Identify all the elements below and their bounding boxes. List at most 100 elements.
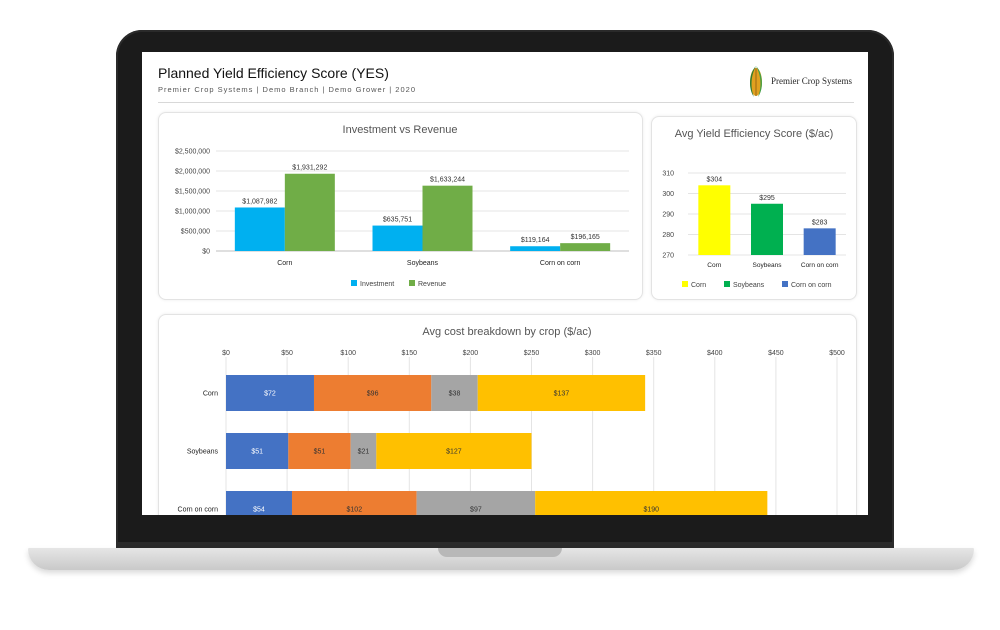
x-tick-label: $100 — [340, 350, 356, 357]
data-label: $1,633,244 — [430, 177, 465, 184]
cost-segment — [431, 375, 478, 411]
data-label: $96 — [367, 391, 379, 398]
category-label: Corn — [707, 262, 721, 269]
cost-segment — [416, 491, 536, 515]
data-label: $21 — [358, 449, 370, 456]
bar-revenue — [284, 173, 335, 251]
y-tick-label: $500,000 — [181, 229, 210, 236]
category-label: Soybeans — [187, 449, 219, 456]
y-tick-label: $1,000,000 — [175, 209, 210, 216]
cost-segment — [226, 433, 289, 469]
x-tick-label: $350 — [646, 350, 662, 357]
legend-label: Soybeans — [733, 282, 765, 289]
header-divider — [158, 102, 854, 103]
y-tick-label: $2,500,000 — [175, 149, 210, 156]
chart-title: Investment vs Revenue — [343, 124, 458, 136]
dashboard-screen: Planned Yield Efficiency Score (YES) Pre… — [142, 52, 868, 515]
cost-segment — [226, 491, 292, 515]
y-tick-label: 290 — [662, 212, 674, 219]
investment-revenue-panel: Investment vs Revenue $0 $500,000 $1,000,00… — [158, 112, 643, 300]
cost-breakdown-chart: Avg cost breakdown by crop ($/ac) $0 $50 $1… — [178, 326, 845, 515]
data-label: $1,931,292 — [292, 165, 327, 172]
category-label: Corn on corn — [178, 507, 219, 514]
x-tick-label: $300 — [585, 350, 601, 357]
data-label: $190 — [643, 507, 659, 514]
chart-title: Avg Yield Efficiency Score ($/ac) — [675, 128, 834, 140]
legend-label: Corn — [691, 282, 706, 289]
page-title: Planned Yield Efficiency Score (YES) — [158, 65, 389, 81]
bar-investment — [372, 225, 423, 251]
bar-revenue — [422, 185, 473, 251]
y-tick-label: $0 — [202, 249, 210, 256]
category-label: Corn — [277, 260, 292, 267]
y-tick-label: 300 — [662, 191, 674, 198]
x-tick-label: $400 — [707, 350, 723, 357]
legend-label: Revenue — [418, 281, 446, 288]
x-tick-label: $500 — [829, 350, 845, 357]
legend-swatch — [409, 280, 415, 286]
x-tick-label: $50 — [281, 350, 293, 357]
logo-text: Premier Crop Systems — [771, 76, 852, 86]
bar-corn-on-corn — [803, 228, 836, 255]
category-label: Corn — [203, 391, 218, 398]
bar-corn — [698, 185, 731, 255]
company-logo: Premier Crop Systems — [745, 63, 852, 99]
data-label: $51 — [251, 449, 263, 456]
cost-breakdown-panel: Avg cost breakdown by crop ($/ac) $0 $50 $1… — [158, 314, 857, 515]
legend-swatch — [724, 281, 730, 287]
category-label: Corn on corn — [540, 260, 581, 267]
legend-swatch — [351, 280, 357, 286]
data-label: $38 — [449, 391, 461, 398]
cost-segment — [535, 491, 768, 515]
data-label: $119,164 — [521, 237, 550, 244]
category-label: Soybeans — [407, 260, 439, 267]
data-label: $127 — [446, 449, 462, 456]
data-label: $283 — [812, 219, 828, 226]
cost-segment — [350, 433, 377, 469]
data-label: $635,751 — [383, 217, 412, 224]
laptop-notch — [438, 548, 562, 557]
legend-label: Investment — [360, 281, 394, 288]
laptop-base — [28, 548, 974, 570]
yield-efficiency-panel: Avg Yield Efficiency Score ($/ac) 270 280 2… — [651, 116, 857, 300]
cost-segment — [313, 375, 432, 411]
yield-efficiency-chart: Avg Yield Efficiency Score ($/ac) 270 280 2… — [662, 128, 846, 289]
cost-segment — [291, 491, 417, 515]
data-label: $304 — [707, 176, 723, 183]
y-tick-label: 270 — [662, 253, 674, 260]
page-subtitle: Premier Crop Systems | Demo Branch | Dem… — [158, 85, 416, 94]
data-label: $196,165 — [571, 234, 600, 241]
data-label: $1,087,982 — [242, 198, 277, 205]
data-label: $295 — [759, 195, 775, 202]
bar-investment — [234, 207, 285, 251]
data-label: $54 — [253, 507, 265, 514]
data-label: $72 — [264, 391, 276, 398]
investment-revenue-chart: Investment vs Revenue $0 $500,000 $1,000,00… — [175, 124, 629, 288]
data-label: $97 — [470, 507, 482, 514]
x-tick-label: $150 — [402, 350, 418, 357]
cost-segment — [477, 375, 646, 411]
laptop-hinge — [116, 542, 894, 550]
bar-revenue — [560, 243, 611, 251]
cost-segment — [376, 433, 532, 469]
category-label: Corn on corn — [801, 262, 839, 269]
y-tick-label: 280 — [662, 232, 674, 239]
legend-swatch — [682, 281, 688, 287]
legend-label: Corn on corn — [791, 282, 832, 289]
corn-logo-icon — [750, 66, 762, 97]
x-tick-label: $450 — [768, 350, 784, 357]
y-tick-label: $1,500,000 — [175, 189, 210, 196]
cost-segment — [226, 375, 314, 411]
bar-investment — [510, 246, 561, 251]
y-tick-label: $2,000,000 — [175, 169, 210, 176]
chart-title: Avg cost breakdown by crop ($/ac) — [422, 326, 591, 338]
category-label: Soybeans — [753, 262, 783, 269]
cost-segment — [288, 433, 351, 469]
x-tick-label: $0 — [222, 350, 230, 357]
bar-soybeans — [751, 203, 783, 255]
legend-swatch — [782, 281, 788, 287]
data-label: $51 — [314, 449, 326, 456]
x-tick-label: $200 — [463, 350, 479, 357]
x-tick-label: $250 — [524, 350, 540, 357]
y-tick-label: 310 — [662, 171, 674, 178]
